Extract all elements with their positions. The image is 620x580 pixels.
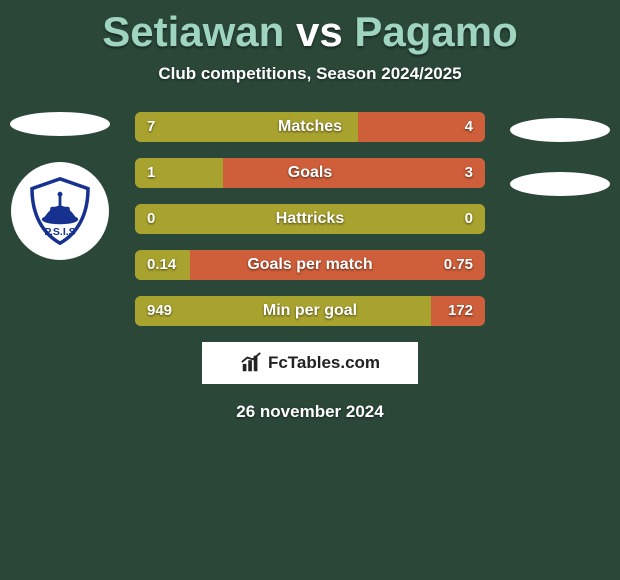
player2-name: Pagamo	[354, 8, 517, 55]
stat-row: Hattricks00	[135, 204, 485, 234]
stat-row: Matches74	[135, 112, 485, 142]
stat-bars: Matches74 Goals13 Hattricks00 Goals per mat…	[135, 112, 485, 326]
player1-avatar-placeholder	[10, 112, 110, 136]
stat-row: Goals13	[135, 158, 485, 188]
stat-bar-right	[431, 296, 485, 326]
right-avatar-column	[510, 112, 610, 196]
player1-name: Setiawan	[102, 8, 284, 55]
stat-row: Min per goal949172	[135, 296, 485, 326]
player2-avatar-placeholder	[510, 118, 610, 142]
stat-row: Goals per match0.140.75	[135, 250, 485, 280]
stat-bar-left	[135, 204, 485, 234]
stat-bar-left	[135, 158, 223, 188]
svg-text:P.S.I.S: P.S.I.S	[44, 226, 75, 238]
stat-bar-right	[223, 158, 486, 188]
comparison-title: Setiawan vs Pagamo	[0, 0, 620, 56]
bar-chart-icon	[240, 352, 262, 374]
stat-bar-left	[135, 250, 190, 280]
stat-bar-left	[135, 112, 358, 142]
brand-box: FcTables.com	[202, 342, 418, 384]
brand-text: FcTables.com	[268, 353, 380, 373]
subtitle: Club competitions, Season 2024/2025	[0, 64, 620, 84]
date-label: 26 november 2024	[0, 402, 620, 422]
player2-club-placeholder	[510, 172, 610, 196]
player1-club-crest: P.S.I.S	[11, 162, 109, 260]
psis-crest-icon: P.S.I.S	[25, 176, 95, 246]
stat-bar-left	[135, 296, 431, 326]
vs-separator: vs	[296, 8, 343, 55]
left-avatar-column: P.S.I.S	[10, 112, 110, 260]
stat-bar-right	[190, 250, 485, 280]
stat-bar-right	[358, 112, 485, 142]
content-area: P.S.I.S Matches74 Goals13 Hattricks00 Goals…	[0, 112, 620, 422]
